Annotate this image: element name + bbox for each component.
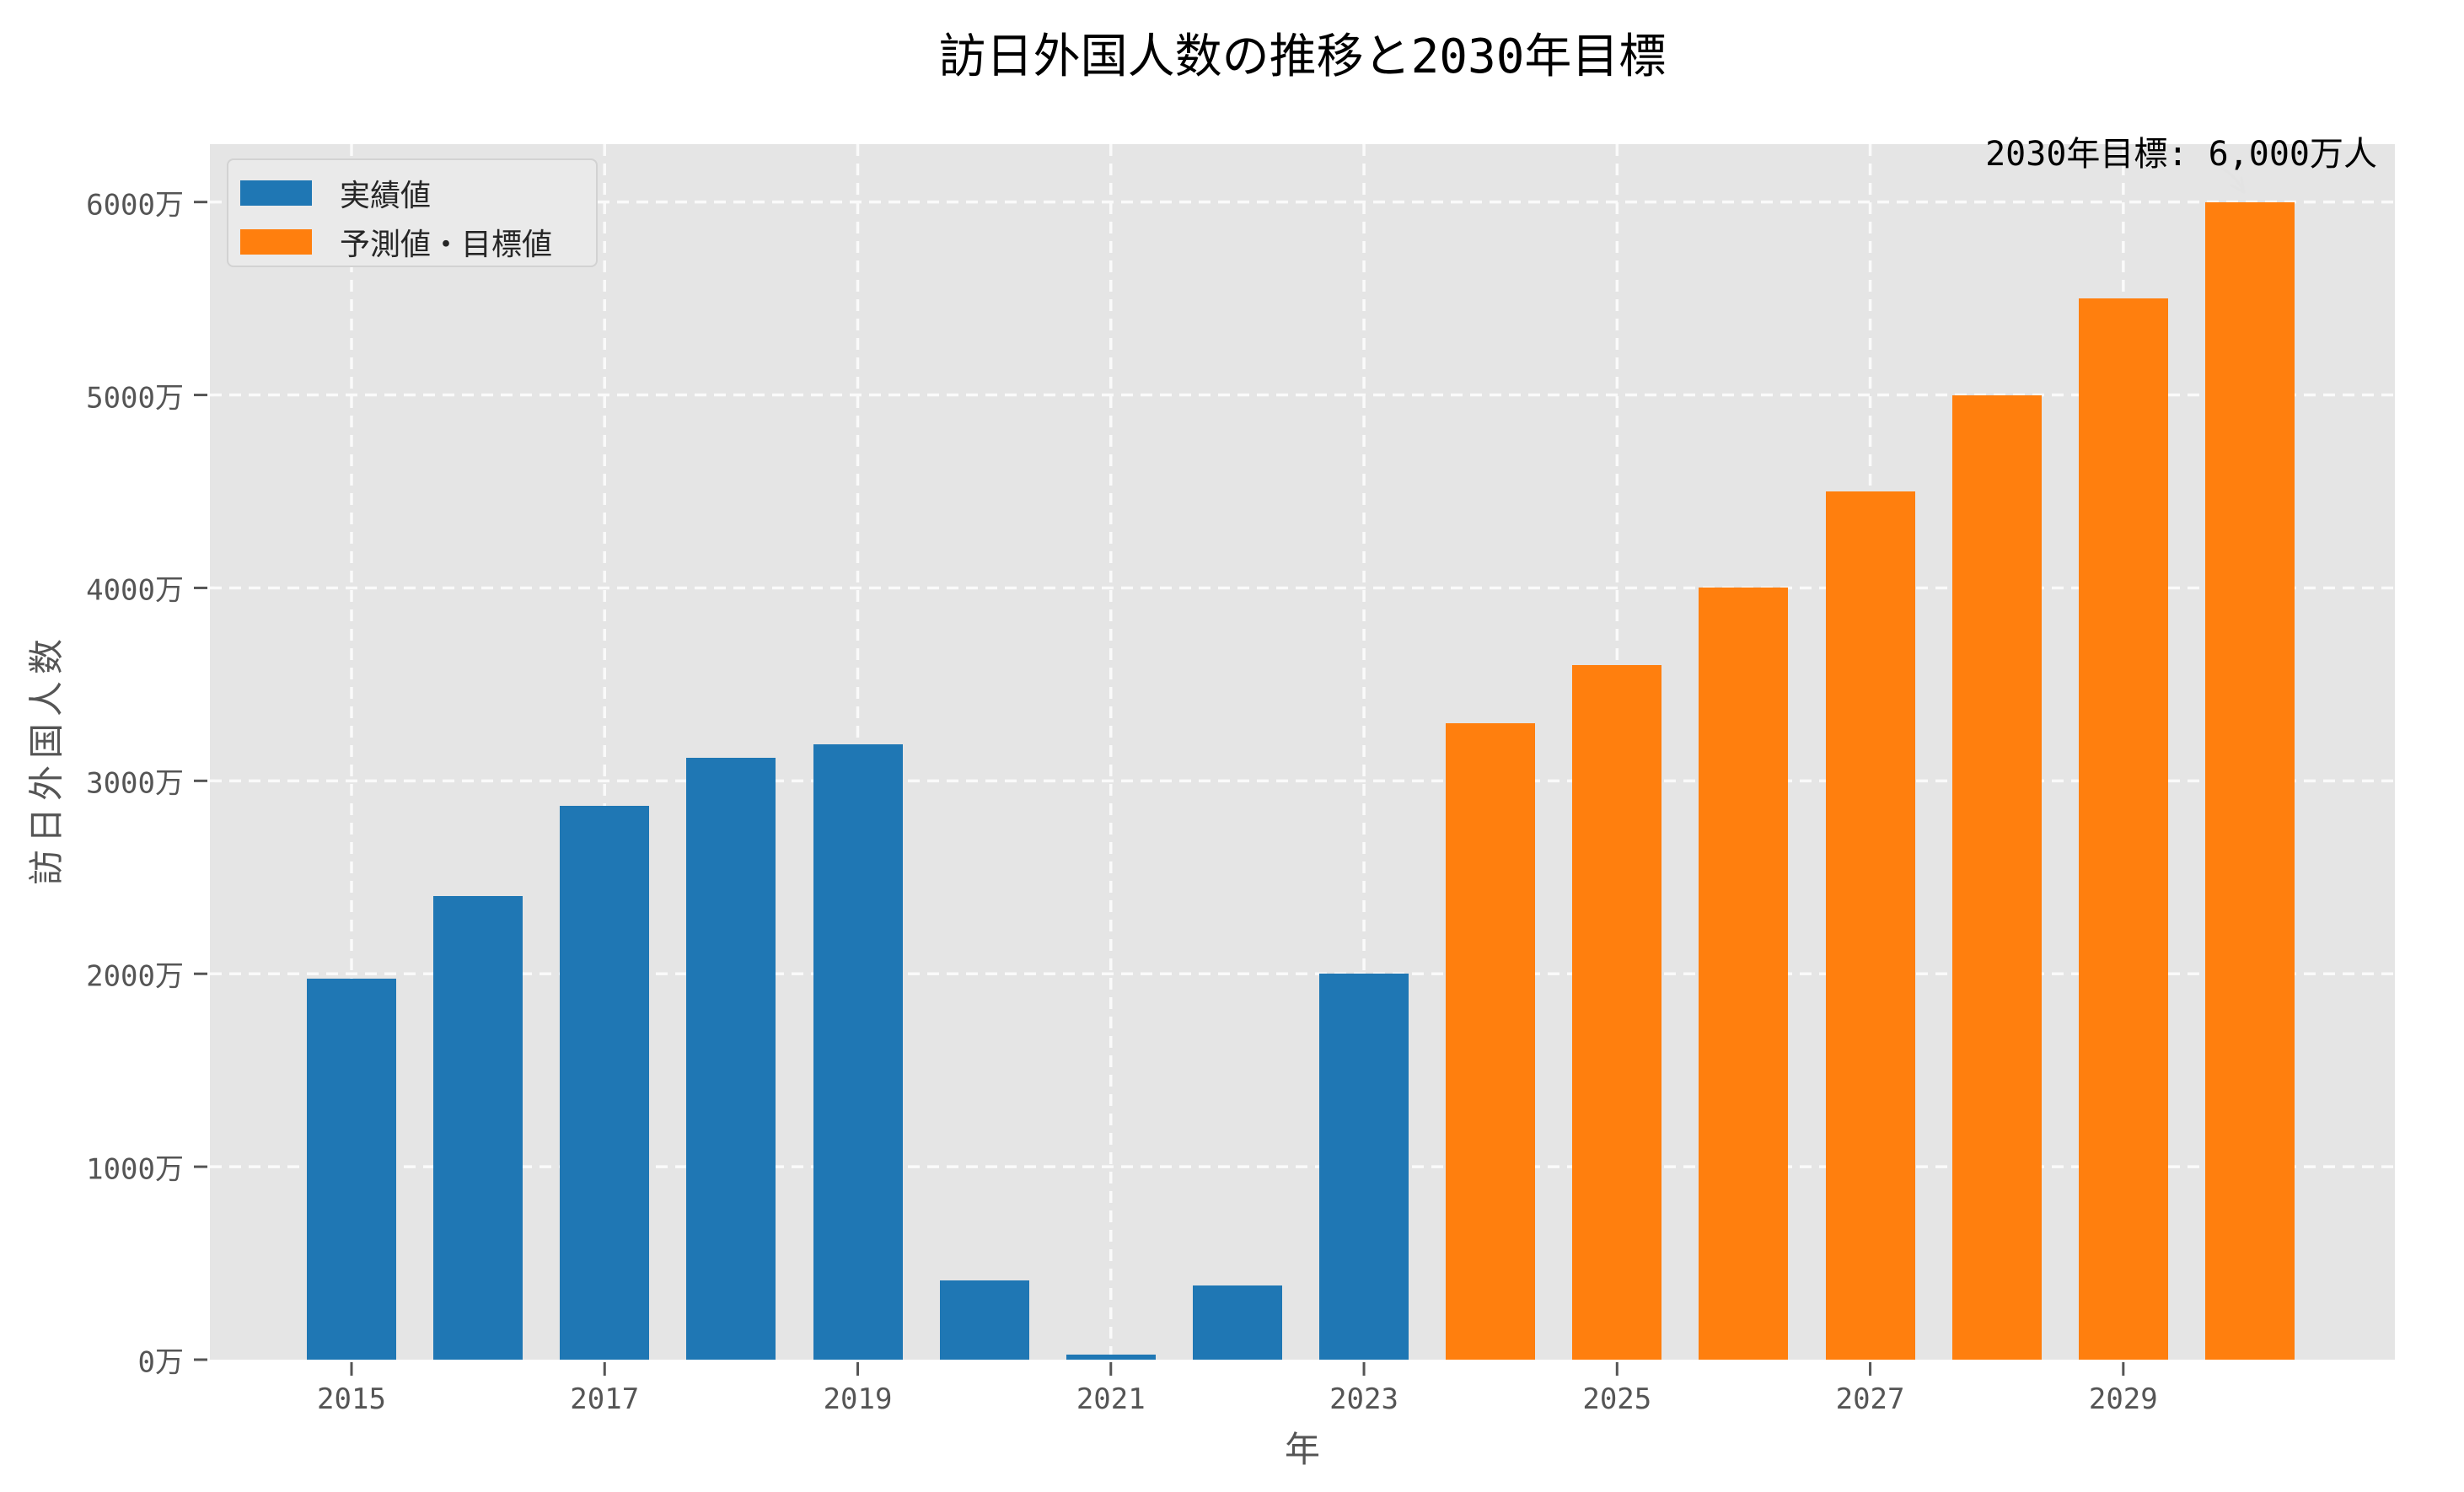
x-tick-label-2023: 2023 [1329,1382,1398,1416]
x-tick-label-2025: 2025 [1582,1382,1652,1416]
bar-2018 [686,758,776,1360]
legend-item-actual: 実績値 [228,179,596,213]
x-tick-label-2021: 2021 [1076,1382,1146,1416]
bar-2015 [307,979,396,1360]
x-tick-label-2019: 2019 [823,1382,893,1416]
y-tick-label-5000: 5000万 [86,381,184,416]
target-annotation: 2030年目標: 6,000万人 [1985,135,2377,174]
y-tick-label-2000: 2000万 [86,959,184,994]
bar-2024 [1446,722,1536,1360]
bar-2026 [1699,588,1789,1360]
bar-2022 [1192,1285,1282,1360]
forecast-series-swatch [240,229,312,255]
y-tick-label-3000: 3000万 [86,766,184,801]
chart-title: 訪日外国人数の推移と2030年目標 [938,30,1667,84]
bar-2017 [560,806,650,1360]
legend: 実績値 予測値・目標値 [227,158,598,267]
bar-2030 [2204,201,2295,1360]
bar-2016 [433,895,523,1360]
y-axis-title: 訪日外国人数 [25,631,67,886]
y-tick-label-1000: 1000万 [86,1152,184,1187]
legend-item-label: 実績値 [340,179,432,213]
y-tick-label-0: 0万 [137,1345,184,1380]
x-tick-label-2029: 2029 [2088,1382,2158,1416]
legend-item-forecast: 予測値・目標値 [228,228,596,262]
bar-2025 [1572,665,1662,1360]
bar-2020 [939,1280,1029,1360]
bar-2021 [1066,1355,1156,1360]
plot-area [210,144,2395,1360]
x-tick-label-2017: 2017 [570,1382,640,1416]
actual-series-swatch [240,180,312,206]
x-tick-label-2015: 2015 [317,1382,386,1416]
bar-2029 [2078,298,2168,1360]
x-axis-title: 年 [1284,1429,1320,1470]
y-tick-label-4000: 4000万 [86,573,184,608]
bar-2019 [813,744,903,1360]
bar-2027 [1825,491,1915,1360]
x-tick-label-2027: 2027 [1835,1382,1905,1416]
y-tick-label-6000: 6000万 [86,188,184,223]
legend-item-label: 予測値・目標値 [340,228,553,262]
bar-2028 [1951,394,2042,1360]
bar-2023 [1319,974,1409,1360]
